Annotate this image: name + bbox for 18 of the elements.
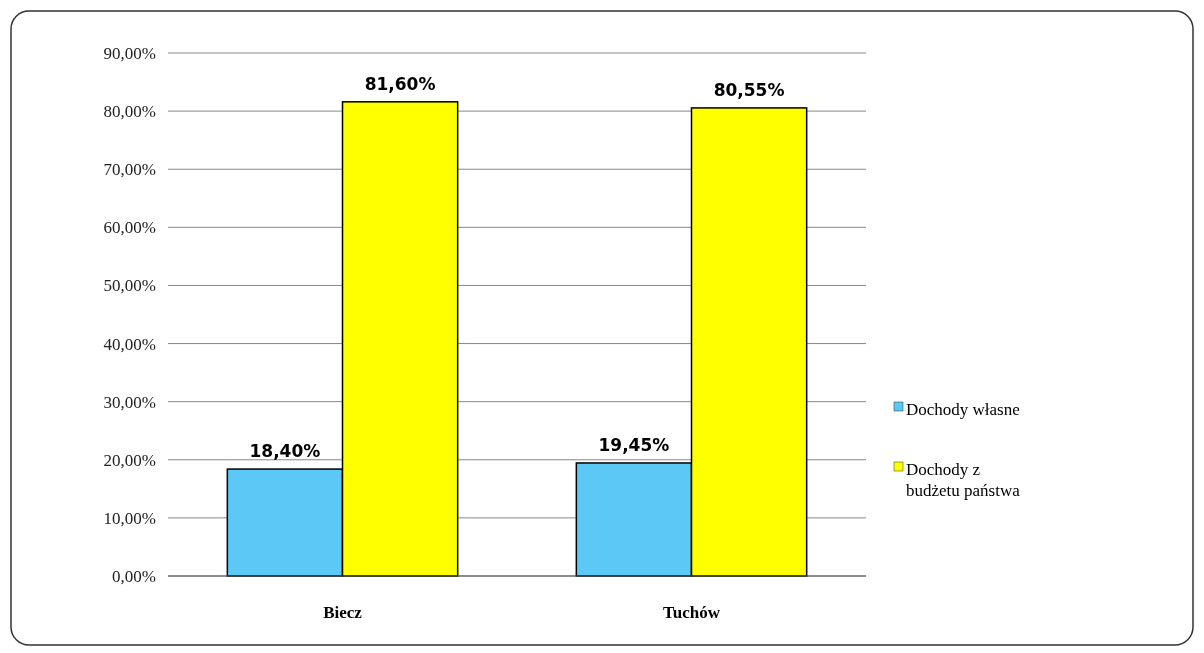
data-label: 80,55% [713,79,785,100]
legend-label: Dochody z budżetu państwa [906,460,1021,500]
y-tick-label: 90,00% [103,43,156,63]
y-tick-label: 60,00% [103,218,156,238]
y-tick-label: 10,00% [103,508,156,528]
y-tick-label: 20,00% [103,450,156,470]
data-label: 19,45% [598,434,670,455]
y-tick-label: 30,00% [103,392,156,412]
x-tick-label: Biecz [323,603,363,622]
y-tick-label: 80,00% [103,102,156,122]
data-label: 18,40% [249,441,321,462]
y-tick-label: 40,00% [103,334,156,354]
legend-label: Dochody własne [906,400,1020,420]
x-tick-label: Tuchów [662,603,721,622]
y-tick-label: 50,00% [103,276,156,296]
y-tick-label: 70,00% [103,160,156,180]
y-tick-label: 0,00% [112,566,156,586]
data-label: 81,60% [364,73,436,94]
